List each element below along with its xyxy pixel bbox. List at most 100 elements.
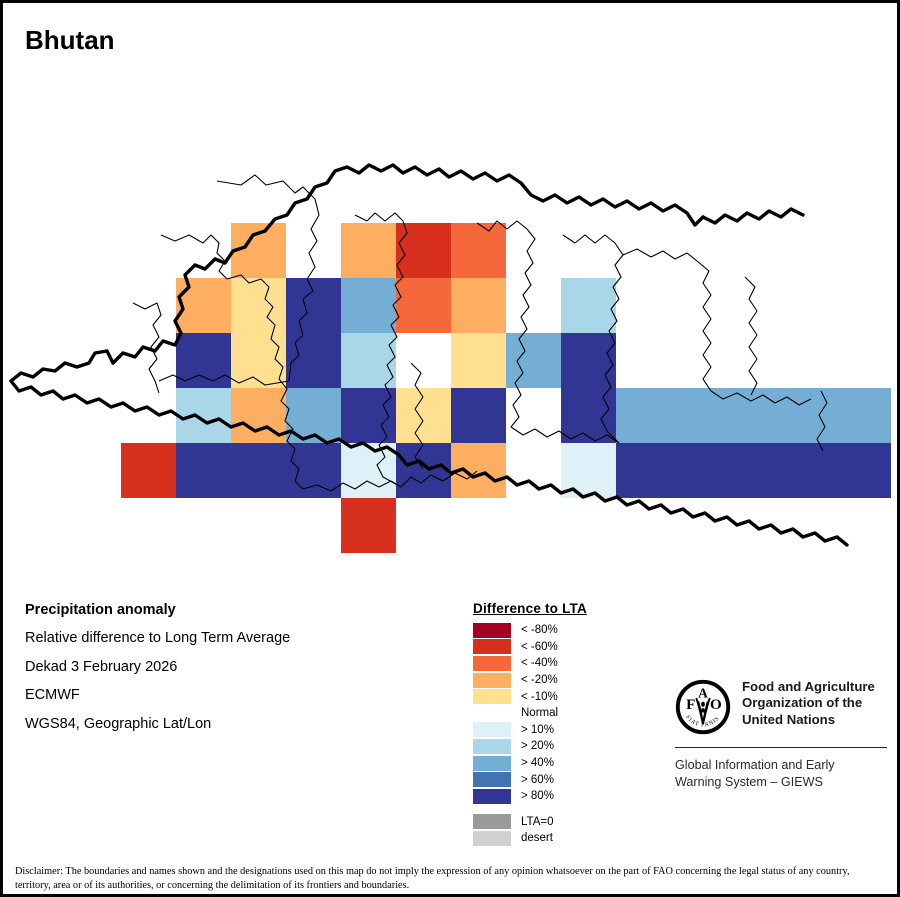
anomaly-cell <box>396 223 451 278</box>
legend-item-1[interactable]: < -60% <box>473 639 643 656</box>
anomaly-cell <box>561 278 616 333</box>
giews-line-2: Warning System – GIEWS <box>675 775 823 789</box>
legend-title: Difference to LTA <box>473 601 587 616</box>
legend-swatch <box>473 755 511 771</box>
anomaly-cell <box>396 388 451 443</box>
anomaly-cell <box>506 333 561 388</box>
fao-logo-icon: F A O FIAT PANIS <box>675 679 731 735</box>
legend-label: Normal <box>521 707 559 720</box>
district-boundaries-layer <box>132 174 828 492</box>
legend-item-0[interactable]: < -80% <box>473 622 643 639</box>
legend-label: < -10% <box>521 690 558 703</box>
legend: Difference to LTA < -80% < -60% < -40% < -2… <box>473 601 643 847</box>
caption-line-3: Dekad 3 February 2026 <box>25 658 178 675</box>
anomaly-cell <box>341 278 396 333</box>
anomaly-cell <box>341 333 396 388</box>
map-canvas[interactable] <box>3 63 897 583</box>
legend-spacer <box>473 805 643 814</box>
anomaly-cell <box>836 388 891 443</box>
anomaly-cell <box>781 388 836 443</box>
legend-item-8[interactable]: > 40% <box>473 755 643 772</box>
anomaly-cell <box>231 333 286 388</box>
anomaly-cell <box>396 443 451 498</box>
legend-label: > 10% <box>521 723 554 736</box>
anomaly-cell <box>341 498 396 553</box>
legend-item-2[interactable]: < -40% <box>473 655 643 672</box>
anomaly-cell <box>341 388 396 443</box>
legend-swatch <box>473 689 511 705</box>
caption-block: Precipitation anomaly Relative differenc… <box>25 602 445 745</box>
anomaly-grid-layer <box>121 223 891 553</box>
anomaly-cell <box>726 388 781 443</box>
legend-item-9[interactable]: > 60% <box>473 771 643 788</box>
divider <box>675 747 887 748</box>
legend-swatch <box>473 830 511 846</box>
svg-text:A: A <box>698 685 708 700</box>
legend-label: > 40% <box>521 757 554 770</box>
legend-swatch <box>473 772 511 788</box>
giews-name: Global Information and Early Warning Sys… <box>675 757 887 791</box>
legend-label: desert <box>521 832 553 845</box>
legend-swatch <box>473 639 511 655</box>
legend-swatch <box>473 622 511 638</box>
legend-label: < -80% <box>521 624 558 637</box>
anomaly-cell <box>176 278 231 333</box>
anomaly-cell <box>836 443 891 498</box>
fao-branding: F A O FIAT PANIS Food and Agriculture Or… <box>675 679 887 791</box>
anomaly-cell <box>451 278 506 333</box>
anomaly-cell <box>671 388 726 443</box>
caption-line-4: ECMWF <box>25 687 80 704</box>
legend-label: < -60% <box>521 640 558 653</box>
fao-org-name: Food and Agriculture Organization of the… <box>742 679 875 728</box>
legend-item-7[interactable]: > 20% <box>473 738 643 755</box>
caption-line-5: WGS84, Geographic Lat/Lon <box>25 715 212 732</box>
anomaly-cell <box>616 443 671 498</box>
legend-swatch <box>473 672 511 688</box>
legend-extra-items: LTA=0 desert <box>473 814 643 847</box>
anomaly-cell <box>451 388 506 443</box>
legend-swatch <box>473 738 511 754</box>
fao-org-name-line-1: Food and Agriculture <box>742 679 875 694</box>
legend-item-10[interactable]: > 80% <box>473 788 643 805</box>
anomaly-cell <box>781 443 836 498</box>
legend-label: < -20% <box>521 674 558 687</box>
legend-swatch <box>473 706 511 721</box>
caption-line-1: Precipitation anomaly <box>25 602 176 618</box>
legend-items: < -80% < -60% < -40% < -20% < -10% Normal > 10… <box>473 622 643 805</box>
legend-swatch <box>473 814 511 830</box>
fao-org-name-line-2: Organization of the <box>742 695 863 711</box>
anomaly-cell <box>616 388 671 443</box>
legend-swatch <box>473 655 511 671</box>
anomaly-cell <box>726 443 781 498</box>
anomaly-cell <box>451 333 506 388</box>
svg-text:F: F <box>686 697 695 713</box>
anomaly-cell <box>341 223 396 278</box>
anomaly-cell <box>121 443 176 498</box>
legend-item-6[interactable]: > 10% <box>473 722 643 739</box>
anomaly-cell <box>231 443 286 498</box>
legend-label: > 60% <box>521 773 554 786</box>
legend-item-4[interactable]: < -10% <box>473 688 643 705</box>
anomaly-cell <box>396 278 451 333</box>
anomaly-cell <box>561 388 616 443</box>
legend-label: > 20% <box>521 740 554 753</box>
legend-swatch <box>473 722 511 738</box>
national-boundary-layer <box>9 163 849 547</box>
legend-label: > 80% <box>521 790 554 803</box>
caption-line-2: Relative difference to Long Term Average <box>25 630 291 647</box>
anomaly-cell <box>176 333 231 388</box>
legend-extra-item-0[interactable]: LTA=0 <box>473 814 643 831</box>
legend-label: LTA=0 <box>521 815 554 828</box>
legend-extra-item-1[interactable]: desert <box>473 830 643 847</box>
legend-label: < -40% <box>521 657 558 670</box>
legend-swatch <box>473 788 511 804</box>
anomaly-cell <box>451 223 506 278</box>
map-svg[interactable] <box>3 63 897 583</box>
svg-text:O: O <box>710 697 722 713</box>
legend-item-3[interactable]: < -20% <box>473 672 643 689</box>
anomaly-cell <box>341 443 396 498</box>
legend-item-5[interactable]: Normal <box>473 705 643 722</box>
anomaly-cell <box>176 443 231 498</box>
anomaly-cell <box>286 443 341 498</box>
